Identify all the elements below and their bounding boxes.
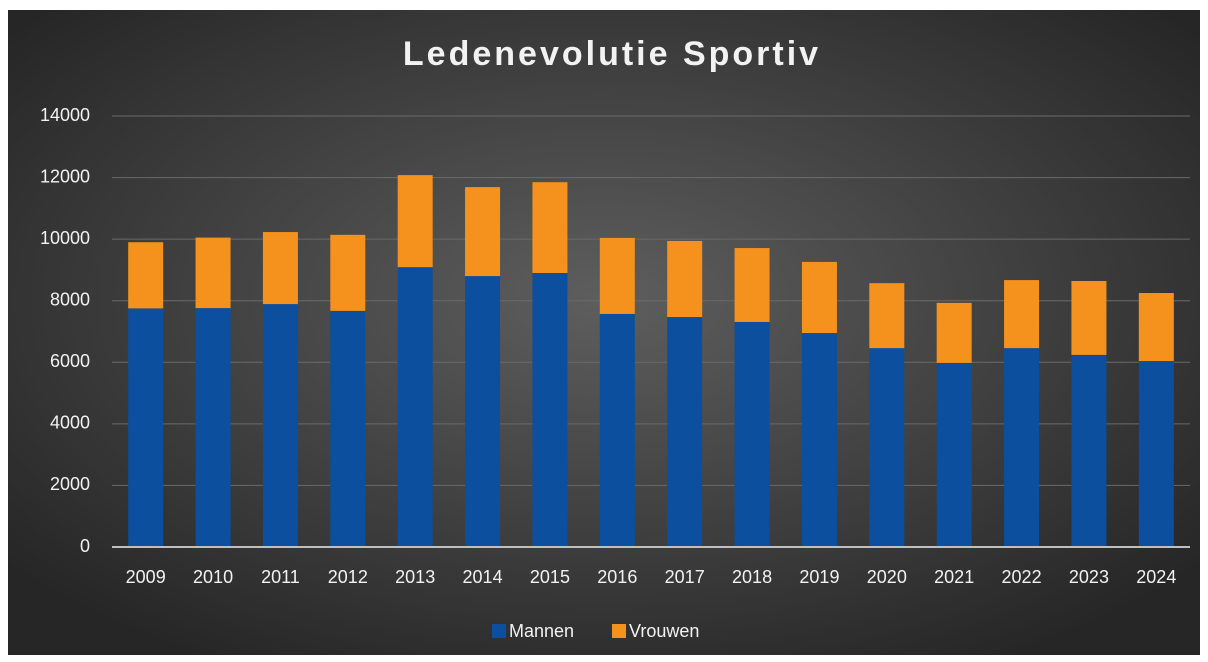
bar-segment bbox=[734, 321, 770, 547]
legend-label: Mannen bbox=[509, 621, 574, 641]
x-tick-label: 2012 bbox=[328, 567, 368, 587]
bar-segment bbox=[869, 283, 905, 349]
x-tick-label: 2016 bbox=[597, 567, 637, 587]
y-tick-label: 4000 bbox=[50, 413, 90, 433]
x-tick-label: 2013 bbox=[395, 567, 435, 587]
bar-segment bbox=[330, 234, 366, 311]
bar-segment bbox=[734, 248, 770, 322]
bar-segment bbox=[128, 242, 164, 309]
y-tick-label: 10000 bbox=[40, 228, 90, 248]
x-tick-label: 2015 bbox=[530, 567, 570, 587]
bar-segment bbox=[1004, 280, 1040, 349]
bar-segment bbox=[667, 317, 703, 547]
bar-segment bbox=[1138, 293, 1174, 362]
x-tick-label: 2024 bbox=[1136, 567, 1176, 587]
x-tick-label: 2022 bbox=[1002, 567, 1042, 587]
x-tick-label: 2014 bbox=[463, 567, 503, 587]
bar-segment bbox=[869, 348, 905, 547]
legend-swatch bbox=[612, 624, 626, 638]
chart-title: Ledenevolutie Sportiv bbox=[403, 35, 821, 73]
x-tick-label: 2021 bbox=[934, 567, 974, 587]
bar-segment bbox=[465, 276, 501, 547]
bar-segment bbox=[465, 187, 501, 277]
bar-segment bbox=[801, 333, 837, 547]
bar-segment bbox=[195, 308, 231, 547]
bar-segment bbox=[128, 308, 164, 547]
x-tick-label: 2009 bbox=[126, 567, 166, 587]
legend-swatch bbox=[492, 624, 506, 638]
x-tick-label: 2010 bbox=[193, 567, 233, 587]
bar-segment bbox=[330, 310, 366, 547]
x-tick-label: 2020 bbox=[867, 567, 907, 587]
bar-segment bbox=[532, 182, 568, 274]
bar-segment bbox=[801, 261, 837, 334]
y-tick-label: 8000 bbox=[50, 289, 90, 309]
x-tick-label: 2017 bbox=[665, 567, 705, 587]
bar-segment bbox=[262, 304, 298, 547]
y-tick-label: 2000 bbox=[50, 474, 90, 494]
bar-segment bbox=[1004, 348, 1040, 547]
x-tick-label: 2019 bbox=[799, 567, 839, 587]
bar-segment bbox=[599, 237, 635, 314]
bar-segment bbox=[1071, 281, 1107, 355]
legend-label: Vrouwen bbox=[629, 621, 699, 641]
bar-segment bbox=[1138, 361, 1174, 547]
y-tick-label: 14000 bbox=[40, 105, 90, 125]
bar-segment bbox=[262, 232, 298, 305]
y-tick-label: 0 bbox=[80, 536, 90, 556]
bar-segment bbox=[936, 302, 972, 363]
bar-segment bbox=[667, 240, 703, 318]
bar-segment bbox=[195, 237, 231, 309]
bar-segment bbox=[397, 175, 433, 268]
bar-segment bbox=[532, 273, 568, 547]
bar-segment bbox=[397, 267, 433, 547]
x-tick-label: 2018 bbox=[732, 567, 772, 587]
y-tick-label: 6000 bbox=[50, 351, 90, 371]
y-tick-label: 12000 bbox=[40, 166, 90, 186]
bar-segment bbox=[936, 362, 972, 547]
bar-segment bbox=[599, 313, 635, 547]
x-tick-label: 2011 bbox=[261, 567, 300, 587]
bar-segment bbox=[1071, 354, 1107, 547]
x-tick-label: 2023 bbox=[1069, 567, 1109, 587]
